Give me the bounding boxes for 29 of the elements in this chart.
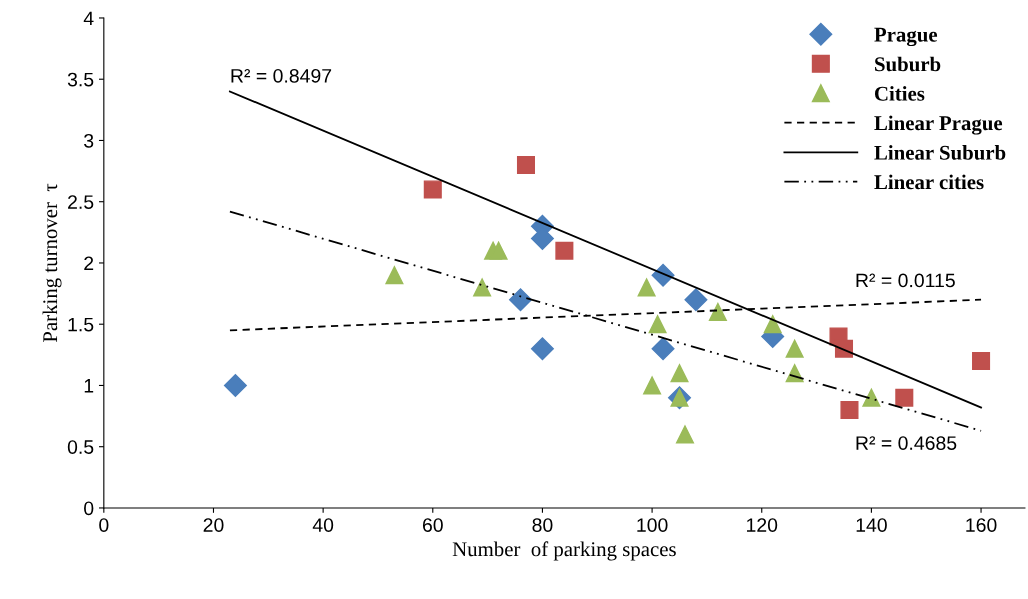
annotation: R² = 0.4685: [856, 436, 957, 450]
y-tick-label: 1: [84, 379, 94, 393]
x-tick-label: 120: [747, 518, 778, 532]
x-tick-label: 140: [856, 518, 887, 532]
y-tick-label: 1.5: [68, 317, 94, 332]
y-tick-label: 2: [84, 256, 94, 271]
legend-label: Suburb: [875, 56, 941, 72]
x-tick-label: 160: [966, 518, 997, 532]
legend-label: Prague: [874, 27, 938, 47]
x-axis-title: Number of parking spaces: [452, 541, 676, 561]
x-tick-label: 0: [99, 518, 109, 532]
x-tick-label: 100: [637, 518, 668, 532]
legend-label: Linear Suburb: [874, 145, 1006, 160]
y-tick-label: 4: [83, 11, 94, 26]
y-tick-label: 3.5: [67, 72, 94, 87]
x-tick-label: 40: [312, 518, 334, 532]
x-tick-label: 60: [422, 518, 443, 532]
x-tick-label: 20: [203, 518, 224, 532]
legend-label: Cities: [874, 86, 925, 101]
annotation: R² = 0.8497: [231, 68, 332, 83]
y-tick-label: 0.5: [67, 440, 94, 454]
y-tick-label: 3: [84, 133, 94, 148]
y-tick-label: 0: [84, 501, 94, 516]
y-axis-title: Parking turnover τ: [42, 183, 62, 343]
legend-label: Linear Prague: [874, 115, 1003, 135]
y-tick-label: 2.5: [68, 195, 94, 209]
annotation: R² = 0.0115: [856, 273, 955, 288]
x-tick-label: 80: [532, 518, 553, 532]
legend-label: Linear cities: [874, 174, 984, 190]
